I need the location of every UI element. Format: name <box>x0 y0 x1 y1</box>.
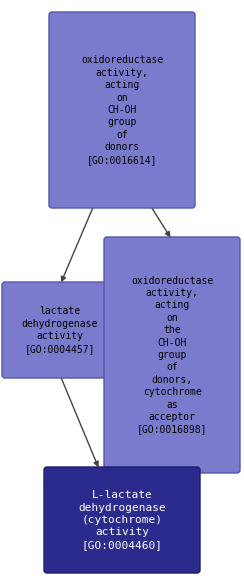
FancyBboxPatch shape <box>104 237 240 473</box>
Text: oxidoreductase
activity,
acting
on
CH-OH
group
of
donors
[GO:0016614]: oxidoreductase activity, acting on CH-OH… <box>81 55 163 164</box>
FancyBboxPatch shape <box>49 12 195 208</box>
FancyBboxPatch shape <box>44 467 200 573</box>
Text: oxidoreductase
activity,
acting
on
the
CH-OH
group
of
donors,
cytochrome
as
acce: oxidoreductase activity, acting on the C… <box>131 276 213 434</box>
Text: L-lactate
dehydrogenase
(cytochrome)
activity
[GO:0004460]: L-lactate dehydrogenase (cytochrome) act… <box>78 490 166 550</box>
Text: lactate
dehydrogenase
activity
[GO:0004457]: lactate dehydrogenase activity [GO:00044… <box>22 307 98 354</box>
FancyBboxPatch shape <box>2 282 118 378</box>
